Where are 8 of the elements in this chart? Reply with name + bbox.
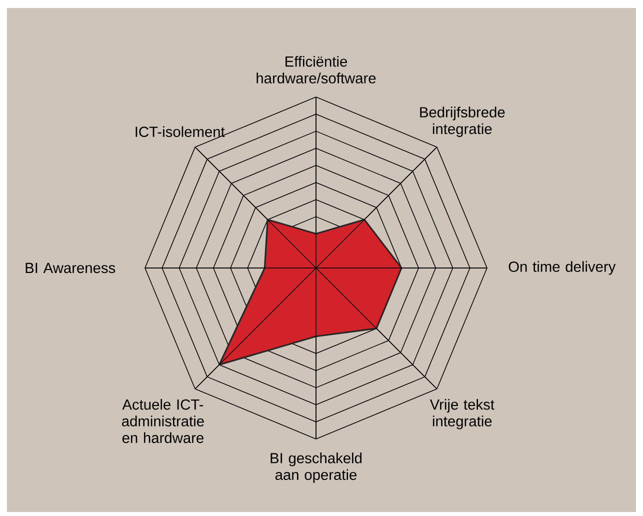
spoke-label: BI Awareness — [26, 262, 116, 274]
spoke-label: Vrije tekst integratie — [430, 398, 494, 430]
spoke-label: Actuele ICT-administratie en hardware — [122, 398, 204, 444]
spoke-label: Efficiëntie hardware/software — [256, 56, 376, 84]
spoke-label: Bedrijfsbrede integratie — [420, 106, 505, 137]
spoke-label: ICT-isolement — [136, 126, 225, 138]
spoke-label: On time delivery — [508, 261, 616, 275]
spoke-label: BI geschakeld aan operatie — [270, 452, 362, 483]
